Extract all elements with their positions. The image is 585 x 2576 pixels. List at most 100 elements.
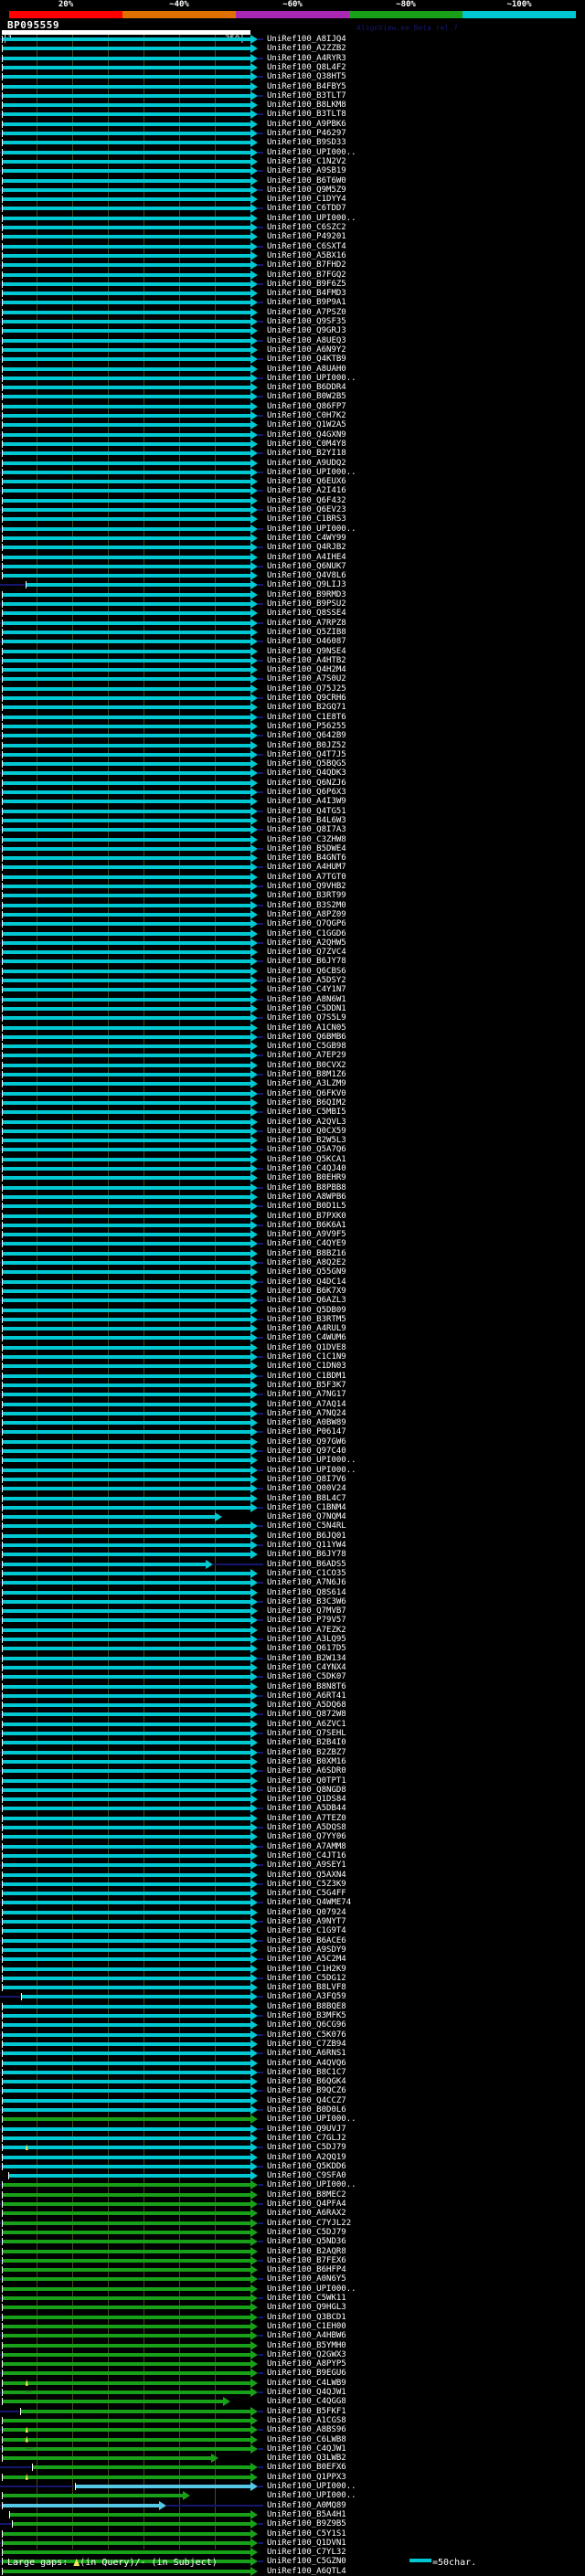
subject-id-link[interactable]: UniRef100_C9SFA0 (267, 2171, 346, 2181)
subject-id-link[interactable]: UniRef100_A5DSY2 (267, 976, 346, 985)
hit-row[interactable]: UniRef100_C5GB98 (0, 1042, 585, 1052)
hsp-bar[interactable] (2, 2051, 250, 2056)
hit-row[interactable]: UniRef100_Q4V8L6 (0, 571, 585, 581)
subject-id-link[interactable]: UniRef100_C6TDD7 (267, 204, 346, 214)
subject-id-link[interactable]: UniRef100_B2GQ71 (267, 703, 346, 713)
subject-id-link[interactable]: UniRef100_C1H2K9 (267, 1964, 346, 1974)
subject-id-link[interactable]: UniRef100_A7RPZ8 (267, 618, 346, 628)
subject-id-link[interactable]: UniRef100_C5DG12 (267, 1973, 346, 1983)
subject-id-link[interactable]: UniRef100_B0D1L5 (267, 1202, 346, 1212)
subject-id-link[interactable]: UniRef100_Q6P6X3 (267, 788, 346, 797)
hsp-bar[interactable] (2, 1966, 250, 1971)
hit-row[interactable]: UniRef100_B9PSU2 (0, 599, 585, 609)
hsp-bar[interactable] (2, 1807, 250, 1811)
subject-id-link[interactable]: UniRef100_B7FGQ2 (267, 270, 346, 280)
hit-row[interactable]: UniRef100_A7NG17 (0, 1390, 585, 1400)
subject-id-link[interactable]: UniRef100_B2W5L3 (267, 1136, 346, 1146)
subject-id-link[interactable]: UniRef100_Q4QJW1 (267, 2388, 346, 2397)
hsp-bar[interactable] (2, 602, 250, 606)
subject-id-link[interactable]: UniRef100_UPI000.. (267, 2180, 356, 2190)
subject-id-link[interactable]: UniRef100_B5F3K7 (267, 1380, 346, 1390)
subject-id-link[interactable]: UniRef100_Q1DS84 (267, 1795, 346, 1805)
hit-row[interactable]: UniRef100_C5DJ79 (0, 2143, 585, 2153)
hsp-bar[interactable] (2, 2540, 250, 2545)
hsp-bar[interactable] (2, 414, 250, 418)
hsp-bar[interactable] (2, 2428, 250, 2433)
hit-row[interactable]: UniRef100_A8N6W1 (0, 994, 585, 1004)
hsp-bar[interactable] (2, 1025, 250, 1030)
hsp-bar[interactable] (2, 263, 250, 268)
hsp-bar[interactable] (2, 1769, 250, 1774)
subject-id-link[interactable]: UniRef100_Q4V8L6 (267, 571, 346, 581)
hit-row[interactable]: UniRef100_A1CGS8 (0, 2415, 585, 2425)
hit-row[interactable]: UniRef100_A8PYP5 (0, 2359, 585, 2369)
subject-id-link[interactable]: UniRef100_C0M4Y8 (267, 439, 346, 449)
subject-id-link[interactable]: UniRef100_O46087 (267, 637, 346, 647)
hit-row[interactable]: UniRef100_Q5BQG5 (0, 759, 585, 769)
subject-id-link[interactable]: UniRef100_C1GGD6 (267, 928, 346, 938)
hsp-bar[interactable] (2, 2277, 250, 2282)
subject-id-link[interactable]: UniRef100_Q4TG51 (267, 806, 346, 816)
hsp-bar[interactable] (2, 1327, 250, 1331)
hit-row[interactable]: UniRef100_UPI000.. (0, 2491, 585, 2501)
hit-row[interactable]: UniRef100_A8BS96 (0, 2425, 585, 2435)
subject-id-link[interactable]: UniRef100_Q8L4F2 (267, 62, 346, 72)
hsp-bar[interactable] (2, 856, 250, 861)
hsp-bar[interactable] (2, 470, 250, 474)
subject-id-link[interactable]: UniRef100_B8LKM8 (267, 101, 346, 111)
hit-row[interactable]: UniRef100_A0MQ89 (0, 2500, 585, 2510)
hsp-bar[interactable] (2, 2380, 250, 2385)
hsp-bar[interactable] (2, 2418, 250, 2422)
hit-row[interactable]: UniRef100_A7AMM8 (0, 1841, 585, 1851)
hit-row[interactable]: UniRef100_Q4H2M4 (0, 665, 585, 675)
hit-row[interactable]: UniRef100_P06147 (0, 1427, 585, 1437)
hit-row[interactable]: UniRef100_C5Y1S1 (0, 2528, 585, 2539)
hit-row[interactable]: UniRef100_B3S2M0 (0, 900, 585, 910)
hit-row[interactable]: UniRef100_C1BDM1 (0, 1371, 585, 1381)
subject-id-link[interactable]: UniRef100_UPI000.. (267, 2284, 356, 2294)
hsp-bar[interactable] (2, 2560, 250, 2564)
hsp-bar[interactable] (2, 1251, 250, 1256)
subject-id-link[interactable]: UniRef100_B3TLT8 (267, 110, 346, 120)
hsp-bar[interactable] (2, 1355, 250, 1359)
subject-id-link[interactable]: UniRef100_C7ZB94 (267, 2039, 346, 2049)
subject-id-link[interactable]: UniRef100_UPI000.. (267, 2491, 356, 2501)
hit-row[interactable]: UniRef100_UPI000.. (0, 467, 585, 477)
hsp-bar[interactable] (2, 1185, 250, 1190)
hsp-bar[interactable] (2, 37, 250, 41)
subject-id-link[interactable]: UniRef100_Q4RJB2 (267, 543, 346, 553)
subject-id-link[interactable]: UniRef100_A6RAX2 (267, 2209, 346, 2219)
hsp-bar[interactable] (2, 696, 250, 700)
hit-row[interactable]: UniRef100_Q642B9 (0, 731, 585, 741)
hsp-bar[interactable] (2, 2343, 250, 2348)
hit-row[interactable]: UniRef100_UPI000.. (0, 2180, 585, 2190)
hsp-bar[interactable] (2, 2249, 250, 2253)
subject-id-link[interactable]: UniRef100_Q9LIJ3 (267, 580, 346, 590)
hsp-bar[interactable] (2, 1345, 250, 1350)
hsp-bar[interactable] (2, 1712, 250, 1717)
hsp-bar[interactable] (2, 1270, 250, 1275)
hit-row[interactable]: UniRef100_Q8S614 (0, 1587, 585, 1597)
hsp-bar[interactable] (2, 2014, 250, 2018)
hsp-bar[interactable] (2, 441, 250, 446)
hsp-bar[interactable] (2, 1279, 250, 1284)
hsp-bar[interactable] (2, 461, 250, 465)
hit-row[interactable]: UniRef100_Q4KTB9 (0, 355, 585, 365)
hit-row[interactable]: UniRef100_B3RT99 (0, 891, 585, 901)
hsp-bar[interactable] (2, 1223, 250, 1227)
hsp-bar[interactable] (2, 1515, 216, 1520)
hsp-bar[interactable] (2, 320, 250, 323)
hsp-bar[interactable] (2, 187, 250, 192)
hsp-bar[interactable] (2, 2032, 250, 2037)
hit-row[interactable]: UniRef100_A3LZM9 (0, 1079, 585, 1089)
hit-row[interactable]: UniRef100_Q8L4F2 (0, 62, 585, 72)
hit-row[interactable]: UniRef100_A5BX16 (0, 250, 585, 260)
hit-row[interactable]: UniRef100_Q4RJB2 (0, 543, 585, 553)
hsp-bar[interactable] (2, 2155, 250, 2159)
subject-id-link[interactable]: UniRef100_B2YI18 (267, 449, 346, 459)
hit-row[interactable]: UniRef100_P56255 (0, 721, 585, 731)
hit-row[interactable]: UniRef100_Q7NQM4 (0, 1512, 585, 1522)
hit-row[interactable]: UniRef100_B8MEC2 (0, 2189, 585, 2200)
subject-id-link[interactable]: UniRef100_A0N6Y5 (267, 2274, 346, 2284)
subject-id-link[interactable]: UniRef100_UPI000.. (267, 1465, 356, 1475)
